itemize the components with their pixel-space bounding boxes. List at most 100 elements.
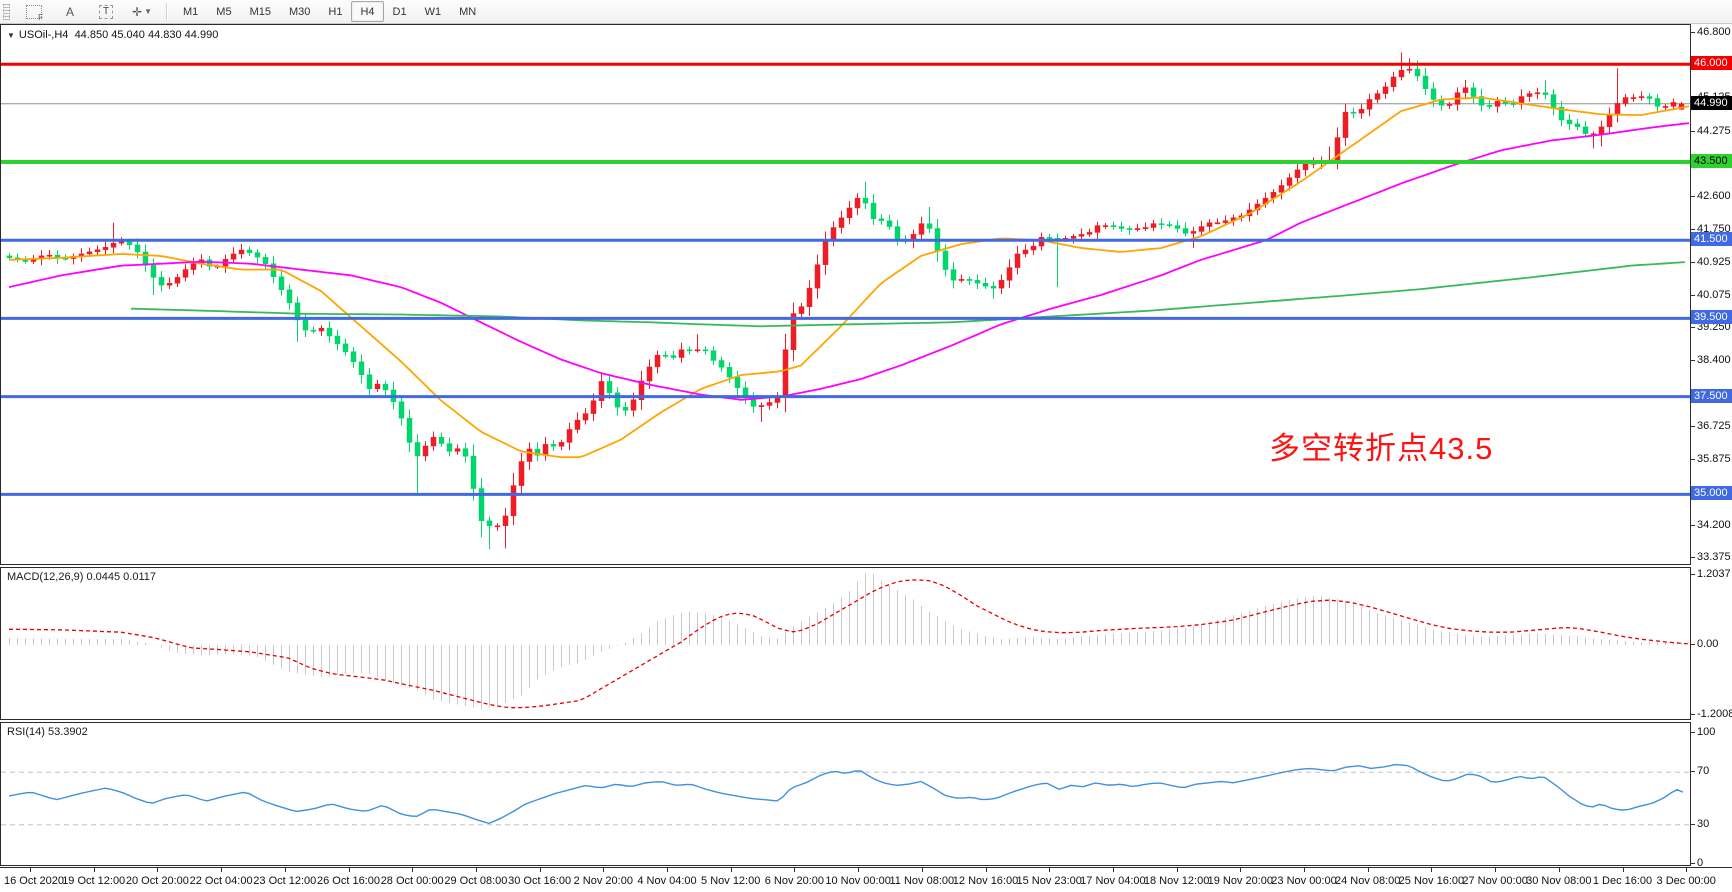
rsi-label: RSI(14) 53.3902 xyxy=(7,726,88,738)
time-tick xyxy=(94,868,95,872)
rsi-axis[interactable]: 100 70 30 0 xyxy=(1691,722,1732,869)
time-label: 23 Nov 00:00 xyxy=(1271,875,1337,887)
axis-tick xyxy=(1691,574,1695,575)
time-tick xyxy=(1304,868,1305,872)
axis-tick xyxy=(1691,459,1695,460)
time-tick xyxy=(1495,868,1496,872)
text-box-button[interactable]: T xyxy=(89,1,123,22)
time-tick xyxy=(922,868,923,872)
price-level-label-43.500: 43.500 xyxy=(1691,154,1732,168)
chevron-down-icon: ▼ xyxy=(144,7,152,16)
timeframe-button-h1[interactable]: H1 xyxy=(328,5,343,18)
time-tick xyxy=(412,868,413,872)
time-tick xyxy=(1368,868,1369,872)
time-tick xyxy=(858,868,859,872)
time-label: 2 Nov 20:00 xyxy=(573,875,633,887)
text-a-icon: A xyxy=(65,4,74,19)
time-label: 15 Nov 23:00 xyxy=(1016,875,1082,887)
time-tick xyxy=(1113,868,1114,872)
macd-label: MACD(12,26,9) 0.0445 0.0117 xyxy=(7,571,156,583)
price-level-label-41.500: 41.500 xyxy=(1691,232,1732,246)
axis-tick-label: 38.400 xyxy=(1697,354,1731,366)
chart-title: ▼ USOil-,H4 44.850 45.040 44.830 44.990 xyxy=(7,29,218,41)
time-label: 16 Oct 2020 xyxy=(4,875,64,887)
price-axis[interactable]: 46.80045.12544.27542.60041.75040.92540.0… xyxy=(1691,24,1732,565)
timeframe-button-m15[interactable]: M15 xyxy=(249,5,271,18)
candlestick-plot[interactable] xyxy=(1,25,1690,564)
timeframe-button-w1[interactable]: W1 xyxy=(424,5,442,18)
time-label: 22 Oct 04:00 xyxy=(189,875,253,887)
time-label: 19 Oct 12:00 xyxy=(62,875,126,887)
time-label: 25 Nov 16:00 xyxy=(1398,875,1465,887)
chart-symbol-period: USOil-,H4 xyxy=(18,29,69,41)
time-label: 17 Nov 04:00 xyxy=(1080,875,1146,887)
time-tick xyxy=(1431,868,1432,872)
timeframe-group: M1 M5 M15 M30 H1 H4 D1 W1 MN xyxy=(174,1,485,22)
chart-template-button[interactable]: F xyxy=(17,1,51,22)
macd-plot[interactable] xyxy=(1,568,1690,719)
time-tick xyxy=(667,868,668,872)
time-label: 11 Nov 08:00 xyxy=(889,875,955,887)
axis-tick xyxy=(1691,295,1695,296)
axis-tick xyxy=(1691,426,1695,427)
price-level-label-37.500: 37.500 xyxy=(1691,389,1732,403)
time-label: 6 Nov 20:00 xyxy=(764,875,825,887)
timeframe-button-m5[interactable]: M5 xyxy=(216,5,232,18)
axis-tick-label: 36.725 xyxy=(1697,420,1731,432)
ma-mid-magenta xyxy=(8,122,1690,401)
chart-toolbar: F A T ✛ ▼ M1 M5 M15 M30 H1 H4 D1 W1 MN xyxy=(0,0,1732,24)
time-label: 18 Nov 12:00 xyxy=(1143,875,1210,887)
text-label-button[interactable]: A xyxy=(53,1,87,22)
timeframe-button-h4[interactable]: H4 xyxy=(351,1,384,22)
axis-tick-label: 42.600 xyxy=(1697,190,1731,202)
axis-tick xyxy=(1691,771,1695,772)
price-level-label-46.000: 46.000 xyxy=(1691,56,1732,70)
axis-tick-label: 39.250 xyxy=(1697,321,1731,333)
time-tick xyxy=(1559,868,1560,872)
time-label: 30 Oct 16:00 xyxy=(508,875,572,887)
symbol-dropdown-icon[interactable]: ▼ xyxy=(7,31,15,40)
time-tick xyxy=(1177,868,1178,872)
time-tick xyxy=(221,868,222,872)
time-label: 4 Nov 04:00 xyxy=(637,875,697,887)
axis-tick-label: 100 xyxy=(1697,726,1716,738)
time-label: 20 Oct 20:00 xyxy=(125,875,189,887)
chart-text-annotation[interactable]: 多空转折点43.5 xyxy=(1269,431,1494,466)
time-label: 23 Oct 12:00 xyxy=(253,875,317,887)
toolbar-separator xyxy=(166,2,168,21)
axis-tick xyxy=(1691,732,1695,733)
axis-tick xyxy=(1691,863,1695,864)
chart-template-icon: F xyxy=(26,4,43,22)
rsi-panel[interactable]: RSI(14) 53.3902 xyxy=(0,722,1691,866)
rsi-plot[interactable] xyxy=(1,723,1690,865)
time-tick xyxy=(603,868,604,872)
timeframe-button-d1[interactable]: D1 xyxy=(392,5,407,18)
axis-tick xyxy=(1691,360,1695,361)
time-label: 12 Nov 16:00 xyxy=(952,875,1019,887)
axis-tick xyxy=(1691,196,1695,197)
time-tick xyxy=(731,868,732,872)
cursor-tools-button[interactable]: ✛ ▼ xyxy=(125,1,159,22)
macd-axis[interactable]: 1.2037 0.00 -1.2008 xyxy=(1691,567,1732,720)
timeframe-button-m30[interactable]: M30 xyxy=(288,5,311,18)
time-label: 29 Oct 08:00 xyxy=(444,875,508,887)
time-label: 5 Nov 12:00 xyxy=(701,875,761,887)
timeframe-button-mn[interactable]: MN xyxy=(459,5,477,18)
time-label: 24 Nov 08:00 xyxy=(1334,875,1401,887)
toolbar-drag-handle[interactable] xyxy=(3,3,10,20)
time-label: 30 Nov 08:00 xyxy=(1526,875,1592,887)
time-tick xyxy=(349,868,350,872)
time-tick xyxy=(285,868,286,872)
axis-tick-label: 34.200 xyxy=(1697,519,1731,531)
axis-tick-label: 44.275 xyxy=(1697,125,1731,137)
axis-tick xyxy=(1691,557,1695,558)
timeframe-button-m1[interactable]: M1 xyxy=(183,5,199,18)
axis-tick-label: 70 xyxy=(1697,765,1710,777)
price-chart-panel[interactable]: ▼ USOil-,H4 44.850 45.040 44.830 44.990 多… xyxy=(0,24,1691,565)
macd-panel[interactable]: MACD(12,26,9) 0.0445 0.0117 xyxy=(0,567,1691,720)
time-tick xyxy=(1623,868,1624,872)
time-axis[interactable]: 16 Oct 2020 19 Oct 12:00 20 Oct 20:00 22 Oc… xyxy=(0,867,1732,892)
time-label: 10 Nov 00:00 xyxy=(825,875,891,887)
time-tick xyxy=(986,868,987,872)
